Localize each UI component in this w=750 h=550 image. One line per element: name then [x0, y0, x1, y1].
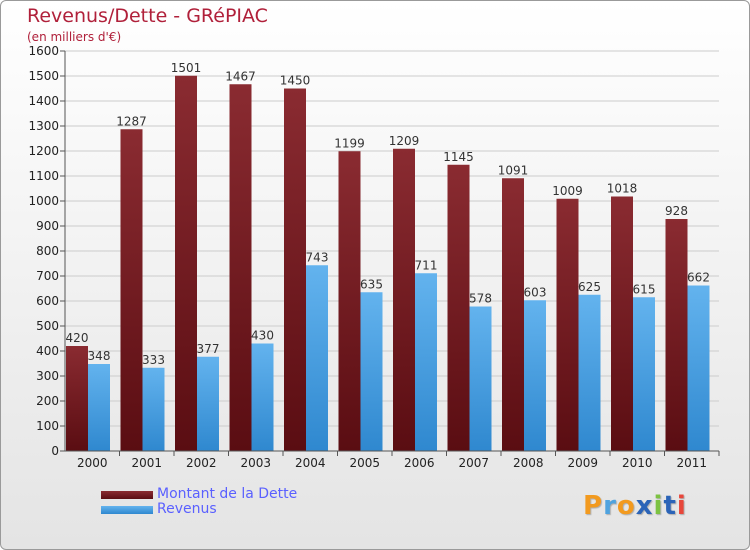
y-tick-label: 600: [36, 294, 59, 308]
bar-debt: [175, 75, 197, 451]
logo-letter: x: [635, 491, 654, 521]
x-tick-label: 2006: [404, 456, 435, 470]
bar-revenue: [360, 292, 383, 451]
bar-debt: [556, 198, 579, 451]
data-label: 333: [142, 353, 165, 367]
data-label: 578: [469, 292, 492, 306]
y-tick-label: 1300: [28, 119, 59, 133]
bar-debt: [447, 164, 470, 451]
data-label: 1145: [443, 150, 474, 164]
y-tick-label: 100: [36, 419, 59, 433]
data-label: 1091: [498, 163, 529, 177]
data-label: 1450: [280, 74, 311, 88]
y-tick-label: 0: [51, 444, 59, 458]
data-label: 662: [687, 271, 710, 285]
y-tick-label: 500: [36, 319, 59, 333]
data-label: 377: [197, 342, 220, 356]
bar-debt: [229, 84, 252, 451]
legend-label-revenue: Revenus: [157, 501, 217, 517]
data-label: 348: [88, 349, 111, 363]
bar-revenue: [142, 367, 165, 451]
data-label: 1018: [607, 182, 638, 196]
y-tick-label: 300: [36, 369, 59, 383]
legend-item-revenue: Revenus: [101, 502, 297, 517]
bar-revenue: [687, 285, 710, 451]
logo-letter: o: [616, 491, 636, 521]
y-tick-label: 400: [36, 344, 59, 358]
data-label: 743: [306, 250, 329, 264]
y-tick-label: 1200: [28, 144, 59, 158]
data-label: 1501: [171, 61, 202, 75]
bar-revenue: [197, 356, 219, 451]
data-label: 1009: [552, 184, 583, 198]
bar-debt: [284, 88, 306, 451]
bar-debt: [393, 148, 415, 451]
x-tick-label: 2009: [567, 456, 598, 470]
bar-debt: [120, 129, 143, 451]
x-tick-label: 2011: [676, 456, 707, 470]
data-label: 615: [633, 282, 656, 296]
legend: Montant de la Dette Revenus: [101, 487, 297, 517]
bar-debt: [611, 196, 633, 451]
data-label: 420: [66, 331, 89, 345]
x-tick-label: 2001: [131, 456, 162, 470]
bar-debt: [665, 219, 688, 451]
data-label: 430: [251, 329, 274, 343]
data-label: 1199: [334, 136, 365, 150]
data-label: 635: [360, 277, 383, 291]
legend-swatch-revenue: [101, 505, 153, 514]
bar-debt: [66, 346, 88, 451]
x-tick-label: 2000: [77, 456, 108, 470]
data-label: 1209: [389, 134, 420, 148]
x-tick-label: 2005: [349, 456, 380, 470]
proxiti-logo: Proxiti: [583, 491, 687, 521]
x-tick-label: 2003: [240, 456, 271, 470]
x-tick-label: 2002: [186, 456, 217, 470]
data-label: 1467: [225, 69, 256, 83]
bar-revenue: [578, 294, 601, 451]
x-tick-label: 2004: [295, 456, 326, 470]
logo-letter: i: [676, 491, 687, 521]
bar-revenue: [524, 300, 546, 451]
chart-subtitle: (en milliers d'€): [27, 30, 122, 44]
bar-revenue: [633, 297, 655, 451]
data-label: 928: [665, 204, 688, 218]
bar-revenue: [415, 273, 437, 451]
y-tick-label: 800: [36, 244, 59, 258]
y-tick-label: 1600: [28, 44, 59, 58]
y-tick-label: 1100: [28, 169, 59, 183]
y-tick-label: 200: [36, 394, 59, 408]
bar-revenue: [88, 364, 110, 451]
y-tick-label: 1400: [28, 94, 59, 108]
data-label: 603: [524, 285, 547, 299]
chart-title: Revenus/Dette - GRéPIAC: [27, 5, 268, 27]
bar-debt: [502, 178, 524, 451]
legend-item-debt: Montant de la Dette: [101, 487, 297, 502]
legend-label-debt: Montant de la Dette: [157, 486, 298, 502]
bar-revenue: [469, 306, 492, 451]
logo-letter: i: [653, 491, 664, 521]
x-tick-label: 2008: [513, 456, 544, 470]
x-tick-label: 2010: [622, 456, 653, 470]
y-tick-label: 900: [36, 219, 59, 233]
y-tick-label: 700: [36, 269, 59, 283]
data-label: 1287: [116, 114, 147, 128]
data-label: 625: [578, 280, 601, 294]
data-label: 711: [415, 258, 438, 272]
legend-swatch-debt: [101, 490, 153, 499]
x-tick-label: 2007: [458, 456, 489, 470]
bar-revenue: [306, 265, 328, 451]
logo-letter: r: [603, 491, 617, 521]
bar-revenue: [251, 343, 274, 451]
logo-letter: P: [583, 491, 604, 521]
bar-debt: [338, 151, 361, 451]
y-tick-label: 1000: [28, 194, 59, 208]
logo-letter: t: [663, 491, 677, 521]
y-tick-label: 1500: [28, 69, 59, 83]
